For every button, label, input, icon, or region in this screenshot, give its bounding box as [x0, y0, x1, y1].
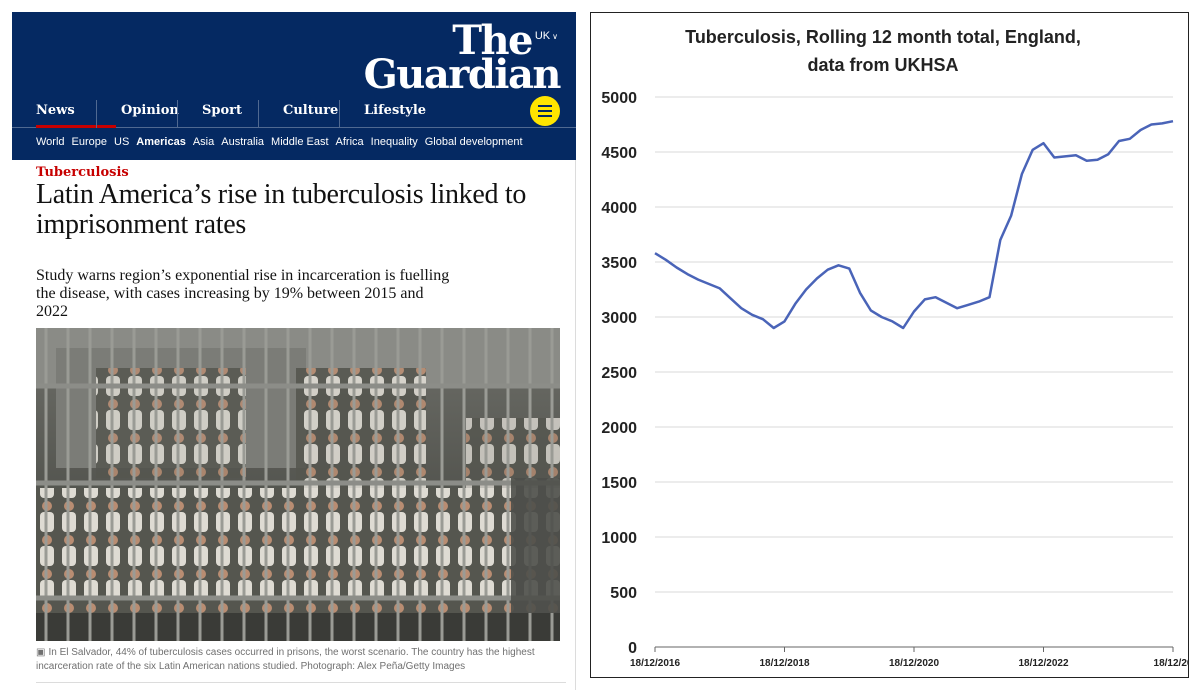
- subnav-americas[interactable]: Americas: [136, 136, 186, 148]
- y-tick-label: 4500: [601, 145, 637, 162]
- logo-line1: The: [452, 17, 533, 64]
- series-line: [654, 119, 1174, 330]
- hamburger-icon-bar: [538, 115, 552, 117]
- chevron-down-icon: ∨: [552, 32, 558, 41]
- edition-label: UK: [534, 30, 551, 42]
- pillar-nav: News Opinion Sport Culture Lifestyle: [12, 94, 576, 128]
- divider: [36, 682, 566, 683]
- chart-title-line: Tuberculosis, Rolling 12 month total, En…: [685, 27, 1081, 47]
- subnav-us[interactable]: US: [114, 136, 130, 148]
- y-tick-label: 0: [628, 640, 637, 657]
- subnav-global-development[interactable]: Global development: [424, 136, 523, 148]
- hamburger-icon-bar: [538, 110, 552, 112]
- y-tick-label: 4000: [601, 200, 637, 217]
- chart-title-line: data from UKHSA: [807, 55, 959, 75]
- subnav-africa[interactable]: Africa: [335, 136, 364, 148]
- pillar-sport[interactable]: Sport: [177, 100, 258, 128]
- subnav-world[interactable]: World: [36, 136, 65, 148]
- x-tick-label: 18/12/2022: [1018, 658, 1068, 669]
- subnav-inequality[interactable]: Inequality: [370, 136, 418, 148]
- chart-plot: 0 500 1000 1500 2000 2500 3000 3500 4000 4500 5000…: [601, 90, 1189, 669]
- photo-caption-text: In El Salvador, 44% of tuberculosis case…: [36, 647, 535, 672]
- y-tick-label: 3000: [601, 310, 637, 327]
- pillar-lifestyle[interactable]: Lifestyle: [339, 100, 449, 128]
- sub-navigation: World Europe US Americas Asia Australia …: [36, 136, 530, 156]
- chart-title: Tuberculosis, Rolling 12 month total, En…: [591, 23, 1175, 79]
- subnav-asia[interactable]: Asia: [192, 136, 215, 148]
- article-headline: Latin America’s rise in tuberculosis lin…: [36, 179, 527, 240]
- masthead: UK ∨ The Guardian News Opinion Sport Cult…: [12, 12, 576, 160]
- y-tick-label: 500: [610, 585, 637, 602]
- y-tick-label: 1000: [601, 530, 637, 547]
- tuberculosis-chart: Tuberculosis, Rolling 12 month total, En…: [590, 12, 1189, 678]
- pillar-opinion[interactable]: Opinion: [96, 100, 179, 128]
- logo-line2: Guardian: [363, 51, 562, 98]
- subnav-middle-east[interactable]: Middle East: [271, 136, 329, 148]
- article-standfirst: Study warns region’s exponential rise in…: [36, 267, 450, 320]
- edition-selector[interactable]: UK ∨: [535, 30, 558, 42]
- prison-photo-illustration: [36, 328, 560, 641]
- x-tick-label: 18/12/2018: [759, 658, 809, 669]
- menu-button[interactable]: [530, 96, 560, 126]
- camera-icon: ▣: [36, 647, 46, 658]
- y-tick-label: 3500: [601, 255, 637, 272]
- photo-caption: ▣ In El Salvador, 44% of tuberculosis cas…: [36, 646, 566, 674]
- y-tick-label: 2500: [601, 365, 637, 382]
- guardian-logo[interactable]: The Guardian: [363, 17, 562, 98]
- y-tick-label: 5000: [601, 90, 637, 107]
- guardian-article-panel: UK ∨ The Guardian News Opinion Sport Cult…: [12, 12, 576, 690]
- y-tick-label: 2000: [601, 420, 637, 437]
- article-photo: [36, 328, 560, 641]
- hamburger-icon: [538, 105, 552, 107]
- x-tick-label: 18/12/2016: [630, 658, 680, 669]
- pillar-culture[interactable]: Culture: [258, 100, 339, 128]
- pillar-news[interactable]: News: [12, 100, 116, 128]
- article-kicker[interactable]: Tuberculosis: [36, 165, 129, 180]
- subnav-australia[interactable]: Australia: [221, 136, 265, 148]
- x-tick-label: 18/12/20: [1154, 658, 1189, 669]
- subnav-europe[interactable]: Europe: [71, 136, 108, 148]
- y-tick-label: 1500: [601, 475, 637, 492]
- x-tick-label: 18/12/2020: [889, 658, 939, 669]
